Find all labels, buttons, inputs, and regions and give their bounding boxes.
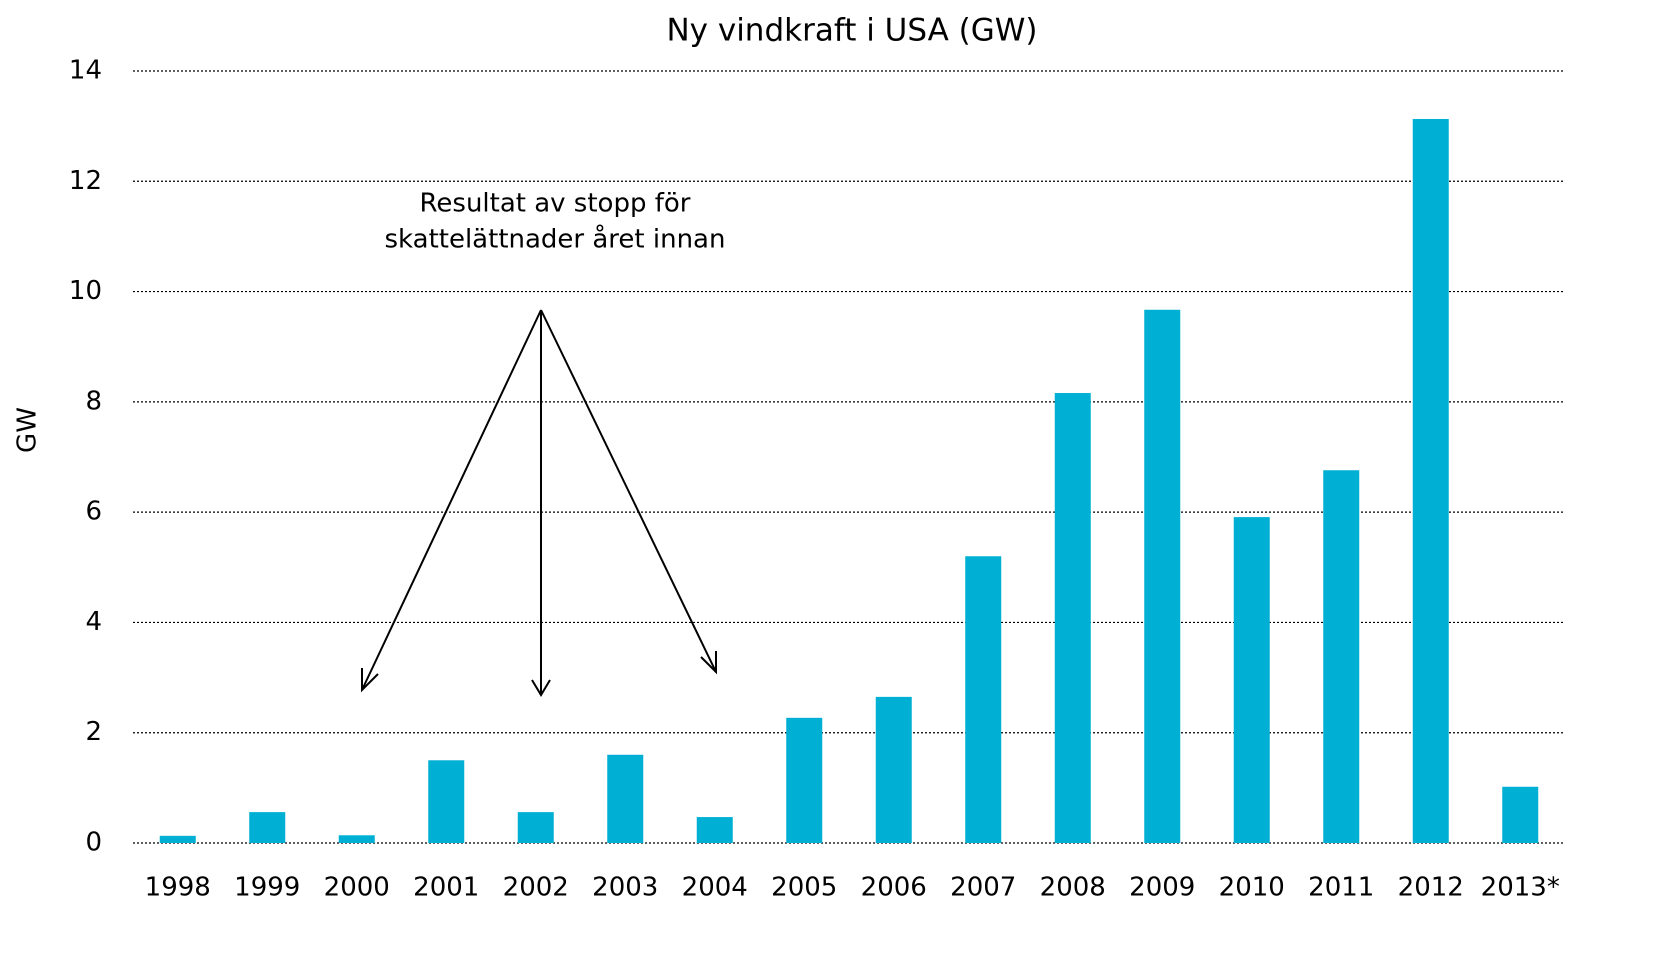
x-tick-label: 2011 <box>1308 873 1374 903</box>
bar <box>249 812 286 843</box>
y-axis-label: GW <box>13 407 43 453</box>
x-tick-label: 2000 <box>324 873 390 903</box>
x-tick-label: 2010 <box>1219 873 1285 903</box>
bar <box>1412 118 1449 843</box>
bar <box>786 717 823 843</box>
bar <box>159 835 196 843</box>
y-tick-label: 10 <box>69 276 102 306</box>
y-tick-label: 8 <box>85 386 102 416</box>
bar <box>1323 470 1360 843</box>
x-tick-label: 1998 <box>145 873 211 903</box>
annotation-arrows <box>361 309 717 697</box>
y-tick-label: 4 <box>85 607 102 637</box>
y-tick-label: 14 <box>69 56 102 86</box>
x-tick-label: 2001 <box>413 873 479 903</box>
x-tick-label: 2004 <box>682 873 748 903</box>
annotation: Resultat av stopp för <box>420 189 691 219</box>
y-tick-label: 2 <box>85 717 102 747</box>
bar <box>1144 309 1181 844</box>
annotation: skattelättnader året innan <box>385 224 726 255</box>
y-tick-label: 0 <box>85 828 102 858</box>
bar <box>696 817 733 843</box>
chart-title: Ny vindkraft i USA (GW) <box>666 13 1037 49</box>
bar <box>965 556 1002 843</box>
bar <box>1054 393 1091 843</box>
x-tick-label: 2007 <box>950 873 1016 903</box>
x-tick-label: 2013* <box>1481 873 1560 903</box>
x-tick-label: 2005 <box>771 873 837 903</box>
x-tick-label: 2009 <box>1129 873 1195 903</box>
x-tick-label: 2012 <box>1398 873 1464 903</box>
x-tick-label: 2003 <box>592 873 658 903</box>
bar <box>607 754 644 843</box>
bar <box>517 812 554 843</box>
y-tick-label: 6 <box>85 497 102 527</box>
x-tick-label: 2008 <box>1040 873 1106 903</box>
bar <box>1233 517 1270 843</box>
bar <box>338 835 375 843</box>
x-tick-label: 2006 <box>861 873 927 903</box>
bar <box>875 696 912 843</box>
x-tick-label: 1999 <box>234 873 300 903</box>
bar <box>1502 786 1539 843</box>
x-tick-label: 2002 <box>503 873 569 903</box>
bar <box>428 760 465 843</box>
y-tick-label: 12 <box>69 166 102 196</box>
